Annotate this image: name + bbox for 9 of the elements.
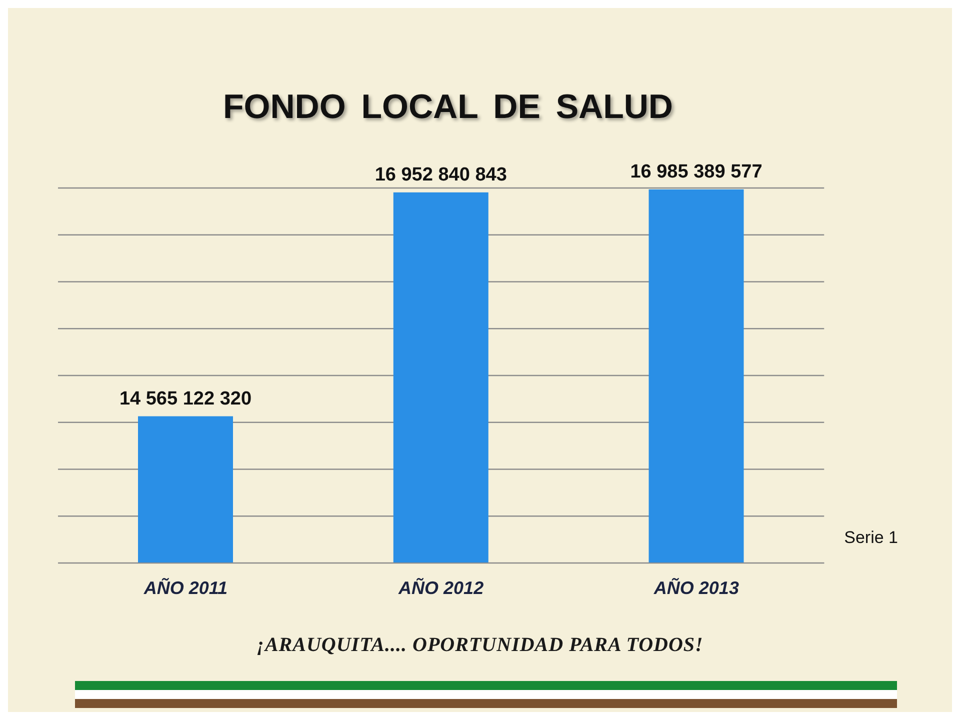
text: ¡ARAUQUITA.... OPORTUNIDAD PARA TODOS!	[256, 634, 704, 657]
chart-title: FONDO LOCAL DE SALUD	[222, 88, 674, 127]
x-tick-label: AÑO 2013	[652, 576, 739, 598]
data-label: 14 565 122 320	[119, 388, 252, 410]
text: Serie 1	[844, 528, 898, 548]
data-label: 16 952 840 843	[374, 164, 507, 186]
x-tick-label: AÑO 2011	[142, 576, 228, 598]
data-label: 16 985 389 577	[630, 161, 762, 182]
x-tick-label: AÑO 2012	[398, 576, 484, 598]
